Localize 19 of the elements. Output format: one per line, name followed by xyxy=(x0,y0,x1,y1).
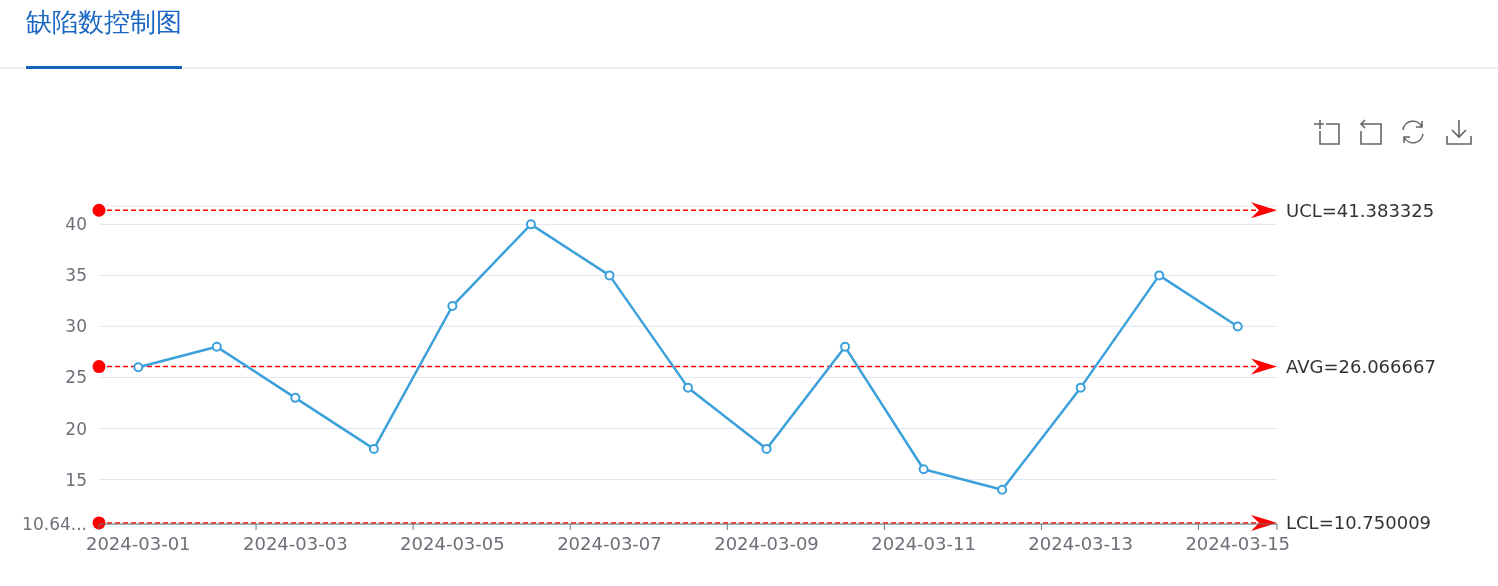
y-tick-label: 15 xyxy=(65,469,87,490)
y-tick-label: 40 xyxy=(65,214,87,235)
chart-title: 缺陷数控制图 xyxy=(26,6,182,69)
y-tick-label: 25 xyxy=(65,367,87,388)
y-tick-label: 20 xyxy=(65,418,87,439)
x-tick-label: 2024-03-03 xyxy=(243,532,348,554)
x-tick-label: 2024-03-15 xyxy=(1185,532,1291,554)
x-tick-label: 2024-03-09 xyxy=(714,532,819,554)
y-tick-label: 10.64... xyxy=(22,514,87,535)
ref-line-label: AVG=26.066667 xyxy=(1286,356,1436,378)
x-tick-label: 2024-03-07 xyxy=(557,532,662,554)
ref-line-label: UCL=41.383325 xyxy=(1286,199,1435,221)
x-tick-label: 2024-03-05 xyxy=(400,532,505,554)
x-tick-label: 2024-03-01 xyxy=(85,532,191,554)
ref-line-label: LCL=10.750009 xyxy=(1286,512,1432,534)
x-tick-label: 2024-03-11 xyxy=(871,532,976,554)
y-tick-label: 30 xyxy=(65,316,87,337)
y-tick-label: 35 xyxy=(65,265,87,286)
x-tick-label: 2024-03-13 xyxy=(1028,532,1133,554)
